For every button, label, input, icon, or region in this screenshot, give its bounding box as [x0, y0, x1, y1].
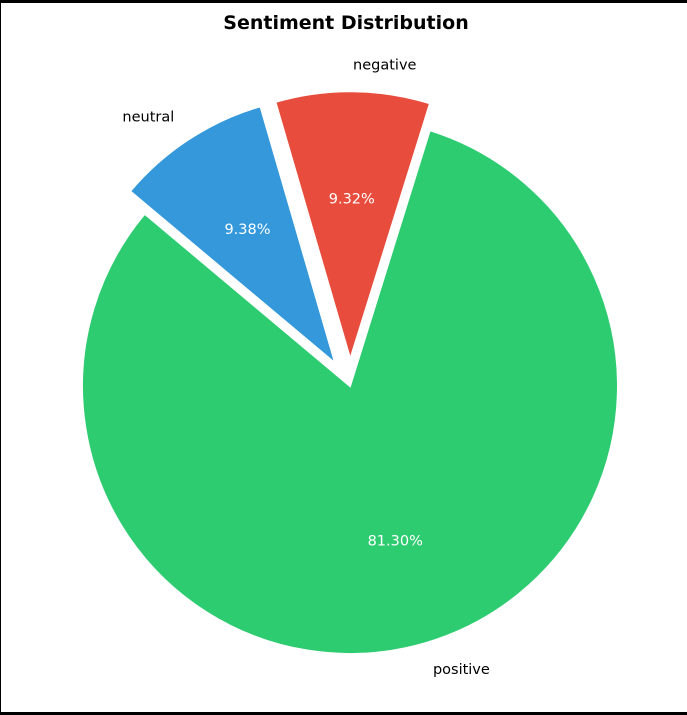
pct-label-neutral: 9.38% [224, 222, 270, 238]
pie-chart: Sentiment Distribution positive 81.30% neg… [81, 12, 619, 678]
chart-panel: Sentiment Distribution positive 81.30% neg… [1, 3, 687, 712]
pie-slice-positive [81, 128, 619, 655]
pie-slice-neutral [128, 104, 338, 367]
slice-label-positive: positive [433, 662, 490, 678]
pie-slice-negative [274, 90, 432, 363]
chart-title: Sentiment Distribution [223, 12, 468, 34]
pct-label-negative: 9.32% [329, 191, 375, 207]
slice-label-negative: negative [353, 57, 416, 73]
pct-label-positive: 81.30% [368, 533, 423, 549]
pie-labels: positive 81.30% negative 9.32% neutral 9.38% [122, 57, 489, 677]
pie-slices [81, 90, 619, 655]
slice-label-neutral: neutral [122, 110, 174, 126]
